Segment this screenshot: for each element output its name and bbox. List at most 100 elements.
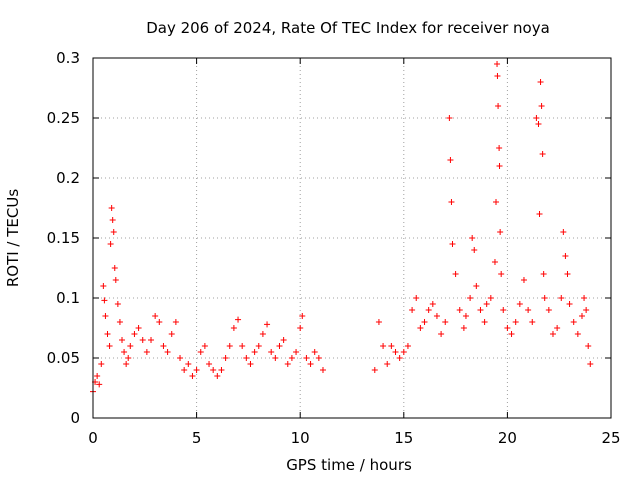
data-point [578,313,585,319]
data-point [409,307,416,313]
data-point [255,343,262,349]
data-point [156,319,163,325]
data-point [125,355,132,361]
data-point [371,367,378,373]
data-point [496,163,503,169]
data-point [560,229,567,235]
data-point [525,307,532,313]
data-point [177,355,184,361]
data-point [473,283,480,289]
data-point [307,361,314,367]
data-point [168,331,175,337]
data-point [193,367,200,373]
data-point [491,259,498,265]
data-point [206,361,213,367]
data-point [452,271,459,277]
data-point [319,367,326,373]
data-point [315,355,322,361]
data-point [218,367,225,373]
data-point [396,355,403,361]
data-point [104,331,111,337]
data-point [495,103,502,109]
data-point [303,355,310,361]
y-tick-label: 0.05 [47,349,80,367]
data-point [98,361,105,367]
data-point [230,325,237,331]
data-point [471,247,478,253]
data-point [494,61,501,67]
data-point [447,157,454,163]
data-point [181,367,188,373]
data-point [110,229,117,235]
data-point [388,343,395,349]
data-point [469,235,476,241]
data-point [498,271,505,277]
data-point [537,79,544,85]
data-point [96,381,103,388]
data-point [100,283,107,289]
data-point [558,295,565,301]
data-point [197,349,204,355]
data-point [392,349,399,355]
data-point [562,253,569,259]
data-point [111,265,118,271]
data-point [116,319,123,325]
data-point [539,151,546,157]
data-point [483,301,490,307]
data-point [247,361,254,367]
data-point [456,307,463,313]
grid-lines [93,58,611,418]
data-point [574,331,581,337]
data-point [185,361,192,367]
data-points [90,61,594,395]
x-axis-title: GPS time / hours [286,456,412,474]
data-point [564,271,571,277]
data-point [106,343,113,349]
data-point [288,355,295,361]
data-point [538,103,545,109]
data-point [280,337,287,343]
data-point [160,343,167,349]
data-point [570,319,577,325]
data-point [189,373,196,379]
data-point [101,297,108,304]
data-point [297,325,304,331]
data-point [540,271,547,277]
data-point [380,343,387,349]
data-point [268,349,275,355]
data-point [541,295,548,301]
data-point [235,316,242,323]
data-point [449,241,456,247]
y-tick-label: 0.1 [56,289,80,307]
data-point [311,349,318,355]
x-axis-ticks: 0 5 10 15 20 25 [88,58,621,447]
data-point [131,331,138,337]
data-point [581,295,588,301]
data-point [535,121,542,127]
data-point [421,319,428,325]
data-point [108,205,115,211]
data-point [123,361,130,367]
x-tick-label: 10 [291,429,310,447]
y-tick-label: 0.25 [47,109,80,127]
data-point [94,373,101,379]
data-point [121,349,128,355]
data-point [404,343,411,349]
data-point [442,319,449,325]
data-point [251,349,258,355]
data-point [109,217,116,223]
data-point [214,373,221,379]
data-point [493,199,500,205]
data-point [114,301,121,307]
data-point [210,367,217,373]
data-point [284,361,291,367]
x-tick-label: 15 [394,429,413,447]
data-point [272,355,279,361]
data-point [152,313,159,319]
data-point [259,331,266,337]
data-point [462,313,469,319]
data-point [477,307,484,313]
data-point [139,337,146,343]
data-point [143,349,150,355]
data-point [529,319,536,325]
